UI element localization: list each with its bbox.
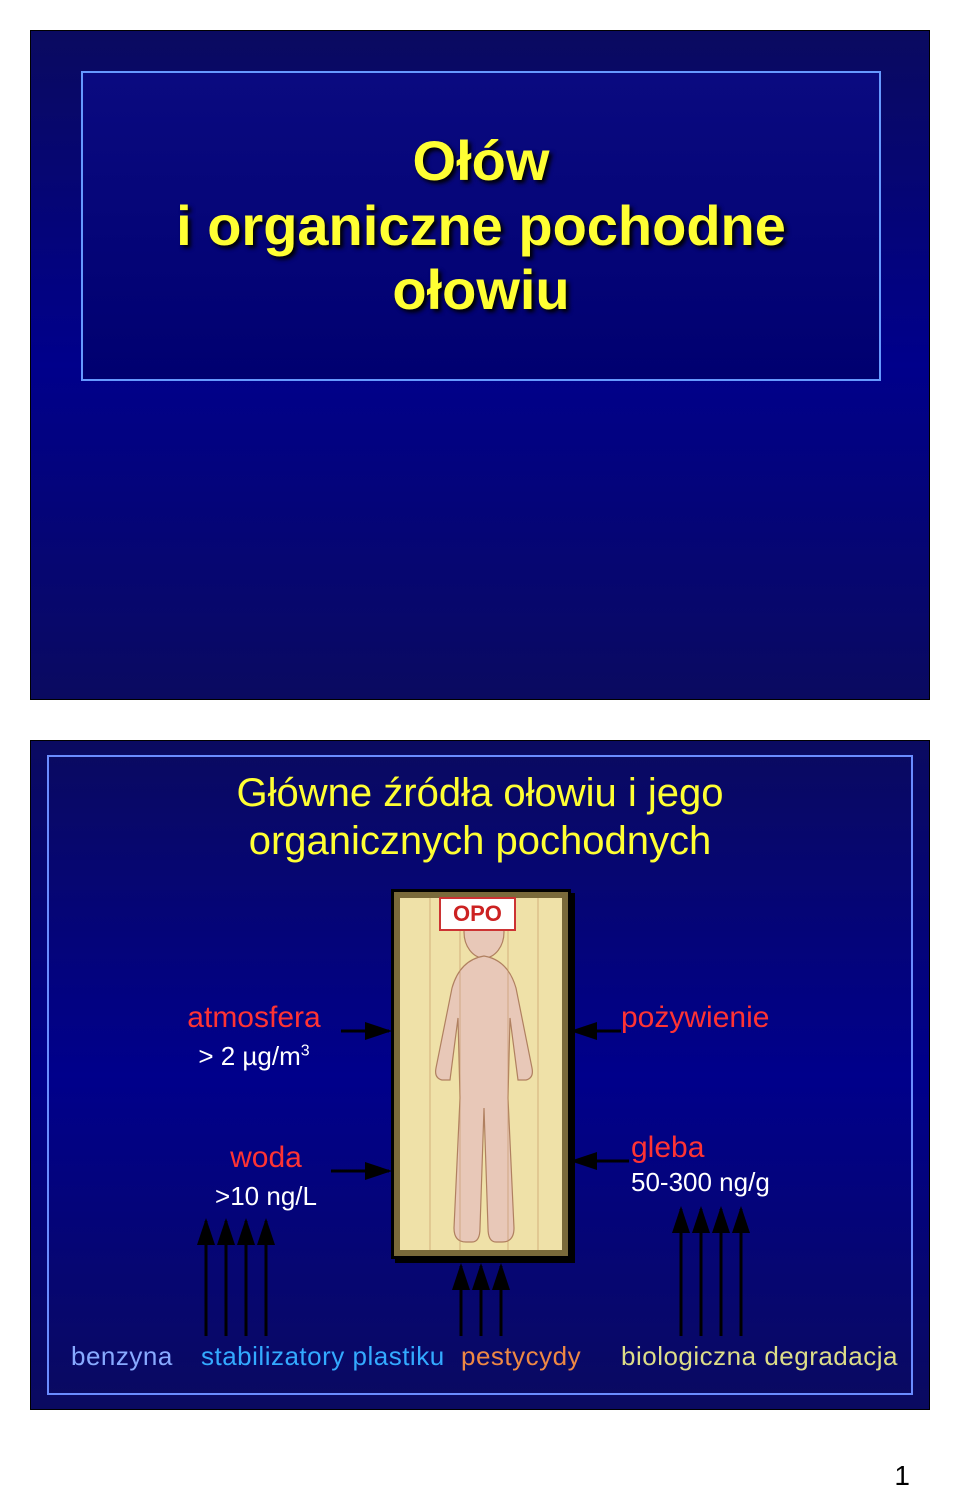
label-atmosfera-value: > 2 µg/m3	[149, 1041, 359, 1072]
label-atmosfera: atmosfera	[149, 1001, 359, 1035]
label-pozywienie: pożywienie	[621, 1001, 769, 1035]
body-diagram	[400, 898, 562, 1250]
label-gleba: gleba	[631, 1131, 704, 1165]
bottom-stabilizatory: stabilizatory plastiku	[201, 1341, 445, 1372]
page-number: 1	[0, 1460, 960, 1502]
bottom-biodeg: biologiczna degradacja	[621, 1341, 898, 1372]
opo-chip: OPO	[439, 897, 516, 931]
atmosfera-val: > 2 µg/m	[198, 1041, 300, 1071]
atmosfera-sup: 3	[301, 1042, 310, 1059]
label-gleba-value: 50-300 ng/g	[631, 1167, 770, 1198]
s2-title-line1: Główne źródła ołowiu i jego	[237, 771, 724, 815]
slide-1: Ołów i organiczne pochodne ołowiu	[30, 30, 930, 700]
human-figure-icon	[400, 898, 562, 1250]
title-line-3: ołowiu	[392, 258, 569, 321]
title-line-1: Ołów	[413, 129, 550, 192]
bottom-benzyna: benzyna	[71, 1341, 173, 1372]
bottom-pestycydy: pestycydy	[461, 1341, 581, 1372]
title-line-2: i organiczne pochodne	[176, 194, 786, 257]
title-box: Ołów i organiczne pochodne ołowiu	[81, 71, 881, 381]
slide-2-title: Główne źródła ołowiu i jego organicznych…	[31, 769, 929, 865]
label-woda: woda	[191, 1141, 341, 1175]
body-diagram-frame	[391, 889, 571, 1259]
label-woda-value: >10 ng/L	[191, 1181, 341, 1212]
s2-title-line2: organicznych pochodnych	[249, 819, 712, 863]
title-text: Ołów i organiczne pochodne ołowiu	[176, 129, 786, 322]
slide-2: Główne źródła ołowiu i jego organicznych…	[30, 740, 930, 1410]
